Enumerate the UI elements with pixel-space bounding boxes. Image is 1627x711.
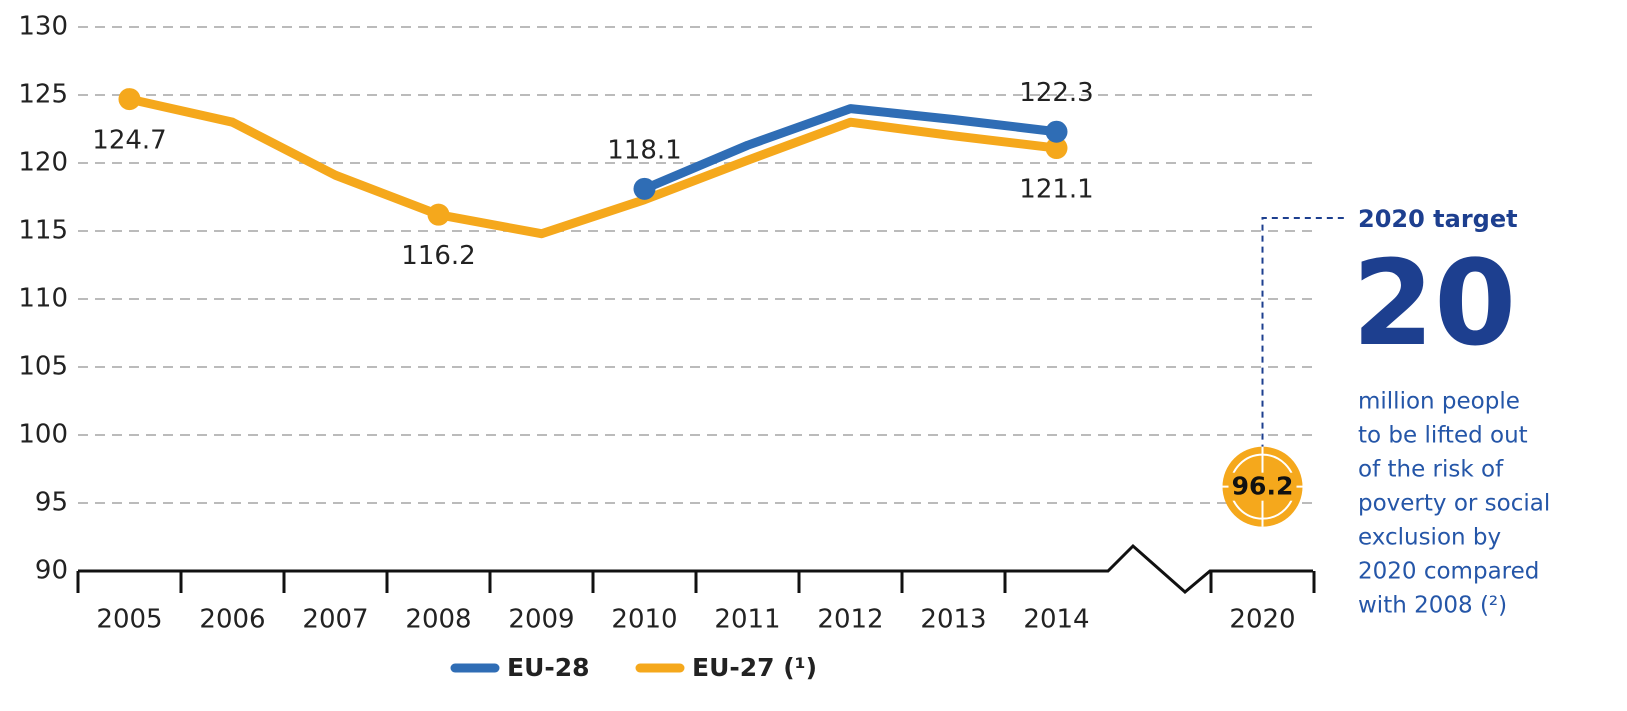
- point: [427, 203, 450, 226]
- data-label: 124.7: [92, 126, 166, 156]
- target-label-bg: [1228, 472, 1297, 501]
- x-tick-label: 2008: [405, 605, 471, 635]
- x-tick-label: 2014: [1023, 605, 1089, 635]
- series-line: [642, 104, 1058, 193]
- point: [1045, 137, 1068, 160]
- y-tick-label: 115: [18, 216, 68, 246]
- point: [118, 88, 141, 111]
- target-text: to be lifted out: [1358, 423, 1528, 449]
- target-text: exclusion by: [1358, 525, 1501, 551]
- series-line: [128, 94, 1058, 239]
- target-value: 96.2: [1232, 472, 1294, 501]
- x-tick-label: 2006: [199, 605, 265, 635]
- y-tick-label: 125: [18, 80, 68, 110]
- x-tick-label: 2009: [508, 605, 574, 635]
- y-tick-label: 110: [18, 284, 68, 314]
- target-number: 20: [1352, 234, 1516, 372]
- target-text: of the risk of: [1358, 457, 1504, 483]
- data-label: 118.1: [607, 135, 681, 165]
- x-tick-label: 2013: [920, 605, 986, 635]
- y-tick-label: 100: [18, 420, 68, 450]
- x-tick-label: 2011: [714, 605, 780, 635]
- x-tick-label: 2007: [302, 605, 368, 635]
- data-label: 116.2: [401, 241, 475, 271]
- data-label: 121.1: [1019, 175, 1093, 205]
- target-text: 2020 compared: [1358, 559, 1539, 585]
- y-tick-label: 95: [35, 488, 68, 518]
- y-tick-label: 90: [35, 556, 68, 586]
- legend-label: EU-27 (¹): [692, 653, 817, 682]
- target-text: poverty or social: [1358, 491, 1550, 517]
- x-tick-label: 2005: [96, 605, 162, 635]
- x-axis: [78, 543, 1313, 594]
- point: [1045, 120, 1068, 143]
- x-tick-label: 2010: [611, 605, 677, 635]
- x-tick-label: 2012: [817, 605, 883, 635]
- point: [633, 177, 656, 200]
- target-text: with 2008 (²): [1358, 593, 1507, 619]
- legend-label: EU-28: [507, 653, 590, 682]
- y-tick-label: 130: [18, 12, 68, 42]
- data-label: 122.3: [1019, 78, 1093, 108]
- x-tick-label: 2020: [1229, 605, 1295, 635]
- target-text: million people: [1358, 389, 1520, 415]
- target-leader: [1261, 217, 1348, 451]
- y-tick-label: 105: [18, 352, 68, 382]
- y-tick-label: 120: [18, 148, 68, 178]
- target-heading: 2020 target: [1358, 205, 1518, 233]
